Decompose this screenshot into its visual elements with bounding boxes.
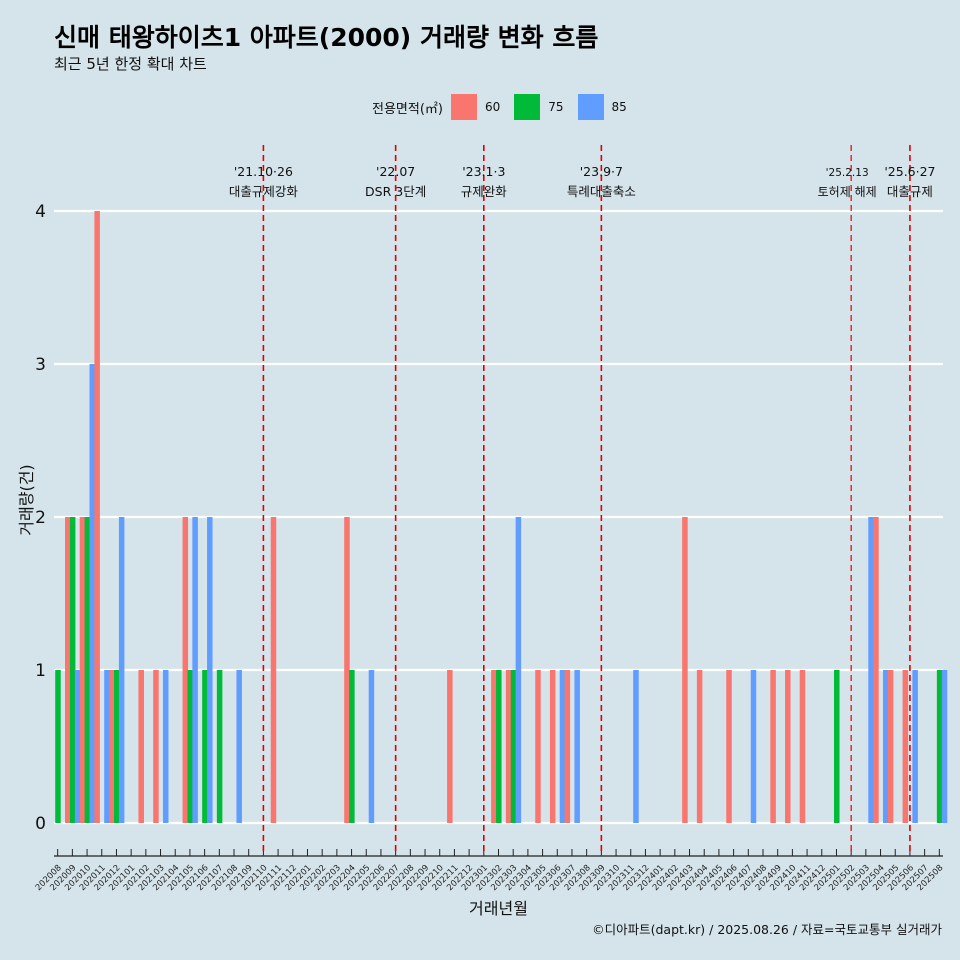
chart-title: 신매 태왕하이츠1 아파트(2000) 거래량 변화 흐름 — [54, 23, 599, 52]
bar-60-202103 — [153, 670, 159, 823]
y-tick-label: 3 — [35, 355, 46, 375]
bar-85-202508 — [941, 670, 948, 823]
bar-60-202012 — [109, 670, 115, 823]
bar-85-202306 — [559, 670, 566, 823]
legend-item-60: 60 — [450, 94, 501, 120]
bar-75-202106 — [202, 670, 208, 823]
bar-85-202504 — [882, 670, 889, 823]
bar-85-202506 — [912, 670, 918, 823]
legend-title: 전용면적(㎡) — [372, 101, 443, 117]
legend: 전용면적(㎡) 60 75 85 — [372, 93, 641, 121]
event-date-label: '23.1·3 — [462, 164, 505, 179]
bar-75-202508 — [936, 670, 943, 823]
bar-60-202505 — [887, 670, 894, 823]
event-name-label: 대출규제강화 — [229, 184, 299, 199]
bar-85-202407 — [750, 670, 757, 823]
event-name-label: 토허제 해제 — [818, 185, 877, 199]
bar-75-202009 — [69, 517, 76, 823]
bar-75-202501 — [834, 670, 840, 823]
event-date-label: '25.2.13 — [826, 167, 869, 179]
chart-subtitle: 최근 5년 한정 확대 차트 — [54, 55, 207, 73]
event-date-label: '23.9·7 — [580, 164, 623, 179]
bar-85-202205 — [368, 670, 375, 823]
legend-label-75: 75 — [548, 100, 564, 114]
event-date-label: '25.6·27 — [884, 164, 935, 179]
y-tick-label: 2 — [35, 508, 46, 528]
legend-item-85: 85 — [577, 94, 627, 120]
bar-75-202012 — [114, 670, 120, 823]
bar-60-202504 — [873, 517, 879, 823]
bar-75-202008 — [55, 670, 61, 823]
bar-60-202211 — [447, 670, 453, 823]
bar-60-202010 — [79, 517, 86, 823]
bar-60-202307 — [564, 670, 571, 823]
bar-60-202302 — [491, 670, 497, 823]
x-axis-title: 거래년월 — [469, 899, 528, 918]
bar-60-202411 — [799, 670, 806, 823]
bar-75-202303 — [510, 670, 517, 823]
y-tick-label: 0 — [35, 814, 46, 834]
legend-item-75: 75 — [514, 94, 564, 120]
event-date-label: '21.10·26 — [234, 164, 293, 179]
source-caption: ©디아파트(dapt.kr) / 2025.08.26 / 자료=국토교통부 실… — [592, 922, 942, 937]
legend-label-85: 85 — [611, 100, 627, 114]
bar-60-202303 — [505, 670, 512, 823]
bar-60-202406 — [726, 670, 732, 823]
bar-60-202409 — [770, 670, 776, 823]
bar-60-202204 — [344, 517, 350, 823]
bar-60-202102 — [138, 670, 144, 823]
bar-75-202107 — [216, 670, 223, 823]
bar-60-202305 — [535, 670, 541, 823]
bar-85-202105 — [192, 517, 198, 823]
event-name-label: 규제완화 — [461, 184, 508, 199]
bar-60-202506 — [902, 670, 909, 823]
y-tick-label: 1 — [35, 661, 46, 681]
bar-60-202009 — [65, 517, 71, 823]
bar-85-202009 — [74, 670, 81, 823]
bar-85-202106 — [207, 517, 213, 823]
bar-85-202108 — [236, 670, 242, 823]
y-tick-label: 4 — [35, 202, 46, 222]
bar-85-202307 — [574, 670, 580, 823]
bar-85-202011 — [104, 670, 110, 823]
bar-60-202306 — [549, 670, 556, 823]
event-name-label: 대출규제 — [887, 184, 933, 199]
bar-85-202503 — [868, 517, 874, 823]
bar-60-202404 — [696, 670, 703, 823]
bar-75-202010 — [84, 517, 91, 823]
bar-60-202403 — [682, 517, 688, 823]
bar-85-202010 — [89, 364, 96, 823]
bar-85-202303 — [515, 517, 522, 823]
legend-key-60 — [450, 94, 477, 120]
bar-85-202012 — [118, 517, 125, 823]
legend-key-75 — [514, 94, 541, 120]
bar-85-202311 — [633, 670, 639, 823]
bar-85-202103 — [162, 670, 169, 823]
bar-60-202410 — [785, 670, 791, 823]
bar-60-202111 — [270, 517, 277, 823]
bar-75-202302 — [496, 670, 502, 823]
legend-key-85 — [577, 94, 604, 120]
bar-60-202105 — [182, 517, 189, 823]
bar-60-202011 — [94, 211, 100, 823]
event-name-label: 특례대출축소 — [567, 184, 636, 199]
y-axis-title: 거래량(건) — [17, 464, 36, 535]
event-date-label: '22.07 — [376, 164, 415, 179]
legend-label-60: 60 — [484, 100, 501, 114]
bar-75-202204 — [349, 670, 355, 823]
bar-75-202105 — [187, 670, 193, 823]
event-name-label: DSR 3단계 — [365, 184, 426, 199]
